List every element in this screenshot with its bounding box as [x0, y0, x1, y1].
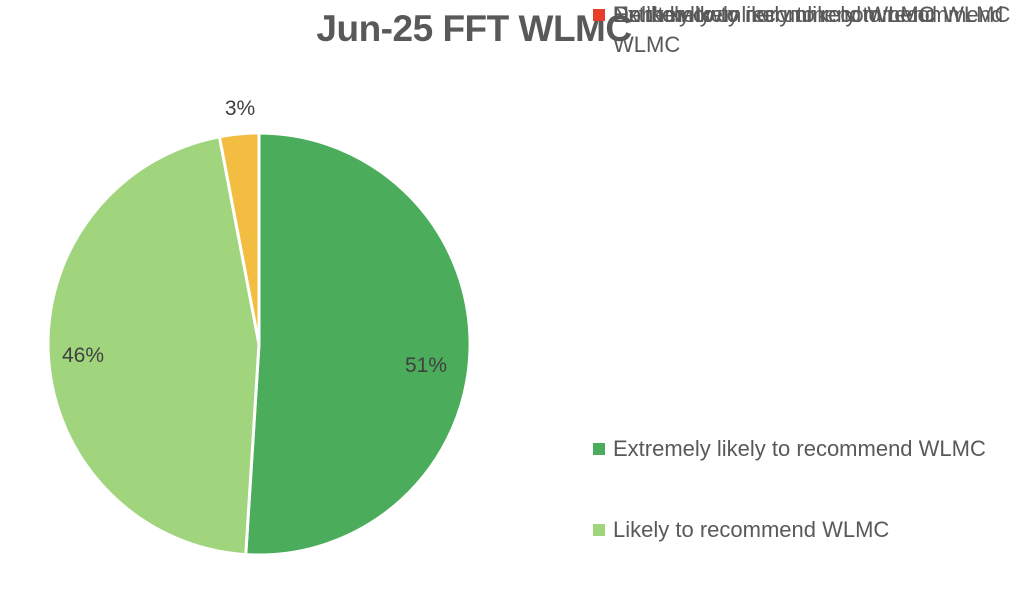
data-label-likely: 46% — [61, 344, 105, 367]
legend-label-dont-know: Don't know — [613, 2, 722, 27]
legend-label-neither: Neither likely nor unlikely to recommend… — [613, 2, 1004, 57]
legend-item-dont-know: Don't know — [593, 0, 721, 30]
legend-item-likely: Likely to recommend WLMC — [593, 515, 889, 545]
data-label-unlikely: 3% — [224, 97, 256, 120]
pie-chart — [46, 131, 472, 557]
data-label-extremely-likely: 51% — [404, 354, 448, 377]
chart-title: Jun-25 FFT WLMC — [316, 8, 632, 49]
legend-swatch-extremely-unlikely — [593, 9, 605, 21]
legend-item-extremely-unlikely: Extremely unlikely to recommend WLMC — [593, 0, 1010, 30]
legend-label-extremely-likely: Extremely likely to recommend WLMC — [613, 436, 986, 461]
pie-slice-0 — [244, 131, 472, 557]
legend-swatch-likely — [593, 524, 605, 536]
legend-swatch-extremely-likely — [593, 443, 605, 455]
pie-slice-4 — [217, 131, 261, 346]
legend-label-unlikely: Unlikely to to recommend WLMC — [613, 2, 935, 27]
pie-slice-1 — [46, 135, 261, 557]
legend-label-likely: Likely to recommend WLMC — [613, 517, 890, 542]
legend-label-extremely-unlikely: Extremely unlikely to recommend WLMC — [613, 2, 1011, 27]
legend-item-extremely-likely: Extremely likely to recommend WLMC — [593, 434, 986, 464]
